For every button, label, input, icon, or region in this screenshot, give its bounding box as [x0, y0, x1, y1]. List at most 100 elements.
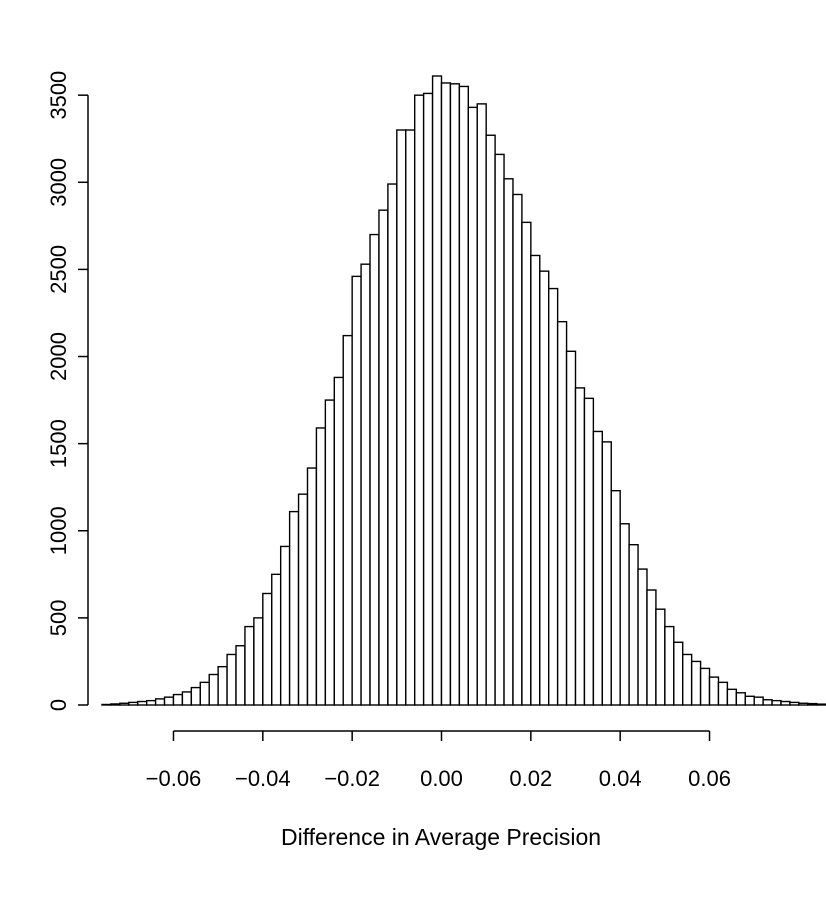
- histogram-bar: [342, 334, 353, 706]
- histogram-bar: [512, 193, 523, 706]
- histogram-bar: [369, 233, 380, 706]
- histogram-bar: [467, 106, 478, 706]
- histogram-bar: [253, 617, 264, 706]
- x-tick-label: 0.02: [509, 766, 552, 791]
- histogram-bar: [271, 573, 282, 706]
- histogram-bar: [682, 653, 693, 706]
- histogram-bar: [583, 397, 595, 706]
- histogram-bar: [592, 430, 604, 706]
- histogram-bar: [521, 221, 532, 706]
- histogram-bar: [717, 681, 729, 706]
- histogram-bar: [226, 653, 237, 706]
- histogram-bar: [396, 129, 407, 706]
- histogram-bar: [181, 691, 193, 706]
- y-axis: 0 500 1000 1500 2000 2500 3000 3500: [46, 71, 89, 711]
- y-tick-label: 2000: [46, 332, 71, 381]
- histogram-bar: [306, 467, 318, 706]
- histogram-bar: [708, 676, 720, 706]
- histogram-bar: [244, 625, 255, 706]
- histogram-bar: [628, 544, 639, 706]
- y-tick-label: 3000: [46, 158, 71, 207]
- histogram-bar: [646, 589, 657, 706]
- histogram-bar: [449, 83, 461, 706]
- histogram-bar: [190, 686, 201, 706]
- histogram-bar: [208, 673, 219, 706]
- histogram-bar: [637, 568, 648, 706]
- histogram-bar: [485, 134, 496, 706]
- y-tick-label: 3500: [46, 71, 71, 120]
- histogram-bar: [816, 703, 826, 706]
- histogram-bar: [431, 75, 443, 706]
- histogram-bar: [476, 103, 487, 706]
- histogram-bar: [315, 427, 327, 706]
- histogram-bar: [101, 703, 112, 706]
- histogram-bar: [601, 441, 612, 706]
- histogram-bar: [172, 693, 184, 706]
- histogram-bar: [771, 699, 782, 706]
- y-tick-label: 0: [46, 699, 71, 711]
- histogram-bar: [360, 263, 371, 706]
- histogram-bar: [262, 592, 273, 706]
- histogram-bar: [378, 209, 389, 706]
- x-tick-label: −0.04: [235, 766, 291, 791]
- x-axis: −0.06 −0.04 −0.02 0.00 0.02 0.04 0.06: [146, 730, 731, 791]
- histogram-bar: [753, 696, 764, 706]
- histogram-bar: [279, 545, 291, 706]
- histogram-bar: [351, 275, 362, 706]
- y-tick-label: 2500: [46, 245, 71, 294]
- histogram-bar: [297, 493, 309, 706]
- histogram-bar: [119, 702, 130, 706]
- y-tick-label: 1000: [46, 506, 71, 555]
- histogram-bar: [690, 660, 702, 706]
- histogram-bar: [610, 489, 621, 706]
- histogram-bar: [128, 701, 139, 706]
- histogram-bar: [565, 350, 577, 706]
- x-tick-label: −0.06: [146, 766, 202, 791]
- histogram-bar: [137, 700, 148, 706]
- histogram-bar: [154, 698, 166, 706]
- histogram-bar: [145, 699, 157, 706]
- histogram-bar: [333, 376, 344, 706]
- histogram-bar: [556, 320, 568, 706]
- histogram-bar: [235, 645, 246, 706]
- x-tick-label: 0.00: [420, 766, 463, 791]
- histogram-bar: [789, 701, 800, 706]
- histogram-bar: [539, 270, 550, 706]
- histogram-bar: [655, 608, 666, 706]
- histogram-bar: [494, 153, 505, 706]
- histogram-bar: [664, 625, 675, 706]
- histogram-bar: [735, 692, 746, 706]
- histogram-bar: [530, 254, 541, 706]
- histogram-bar: [798, 702, 809, 706]
- histogram-bar: [807, 702, 818, 706]
- histogram-bar: [163, 696, 175, 706]
- y-tick-label: 500: [46, 600, 71, 637]
- histogram-bar: [387, 183, 398, 706]
- histogram-bar: [780, 700, 791, 706]
- histogram-bar: [673, 641, 684, 706]
- histogram-bar: [458, 85, 469, 706]
- x-tick-label: 0.06: [688, 766, 731, 791]
- histogram-bar: [574, 387, 586, 706]
- histogram-bar: [548, 287, 559, 706]
- histogram-bar: [503, 178, 514, 706]
- histogram-bar: [699, 667, 711, 706]
- x-tick-label: 0.04: [599, 766, 642, 791]
- histogram-bar: [414, 94, 425, 706]
- x-axis-label: Difference in Average Precision: [281, 824, 601, 850]
- histogram-bar: [619, 523, 630, 706]
- histogram-bar: [324, 399, 335, 706]
- histogram-bar: [217, 665, 228, 706]
- histogram-bar: [422, 92, 434, 706]
- histogram-bar: [762, 699, 773, 706]
- histogram-bar: [110, 703, 121, 706]
- histogram-bar: [744, 695, 755, 706]
- histogram-bar: [199, 681, 210, 706]
- histogram-bar: [288, 510, 300, 706]
- histogram-bar: [726, 688, 738, 706]
- y-tick-label: 1500: [46, 419, 71, 468]
- histogram-bar: [405, 129, 416, 706]
- bars: [101, 75, 826, 706]
